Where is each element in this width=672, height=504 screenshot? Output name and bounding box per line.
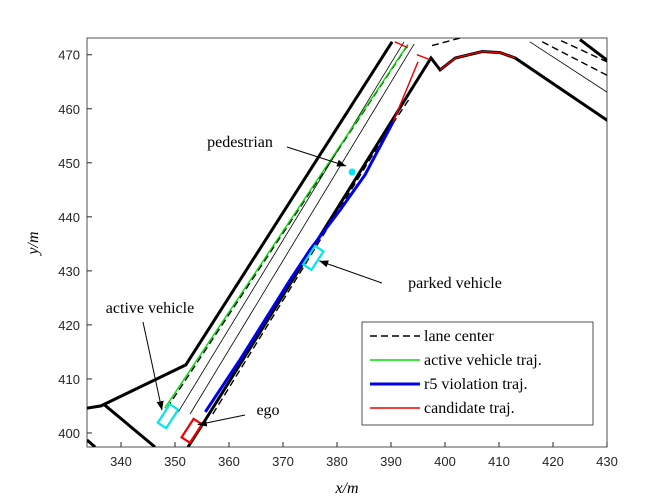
x-tick-label: 390: [380, 454, 402, 469]
legend-label: candidate traj.: [424, 400, 515, 417]
y-tick-label: 460: [58, 102, 80, 117]
y-tick-label: 400: [58, 426, 80, 441]
object-box: [180, 417, 204, 445]
x-tick-label: 350: [164, 454, 186, 469]
y-tick-label: 450: [58, 156, 80, 171]
annotation-text: active vehicle: [106, 300, 194, 317]
road-edge: [579, 38, 607, 63]
legend-label: lane center: [424, 328, 494, 345]
x-axis-label: x/m: [334, 480, 358, 497]
annotation-arrow: [197, 414, 246, 427]
series-line: [164, 44, 409, 409]
lane-line: [177, 41, 405, 413]
object-box: [156, 402, 180, 430]
x-tick-label: 380: [326, 454, 348, 469]
annotation-arrow: [319, 260, 383, 284]
legend-label: active vehicle traj.: [424, 352, 542, 369]
x-tick-label: 360: [218, 454, 240, 469]
annotation-text: ego: [256, 402, 279, 419]
y-tick-label: 470: [58, 48, 80, 63]
y-tick-label: 440: [58, 210, 80, 225]
series-line: [204, 120, 395, 413]
annotation-text: pedestrian: [207, 134, 273, 151]
y-axis-label: y/m: [25, 231, 42, 256]
lane-line: [189, 43, 415, 415]
object-box: [301, 244, 325, 272]
object-dot: [348, 168, 356, 176]
x-tick-label: 340: [110, 454, 132, 469]
legend-label: r5 violation traj.: [424, 376, 528, 393]
road-edge: [102, 402, 156, 447]
x-tick-label: 370: [272, 454, 294, 469]
x-tick-label: 410: [488, 454, 510, 469]
annotation-text: parked vehicle: [408, 275, 502, 292]
x-tick-label: 430: [596, 454, 618, 469]
lane-line: [529, 41, 607, 93]
x-tick-label: 420: [542, 454, 564, 469]
road-edge: [87, 40, 394, 410]
annotation-arrow: [142, 321, 164, 411]
annotation-arrow: [286, 146, 347, 167]
y-tick-label: 410: [58, 372, 80, 387]
x-tick-label: 400: [434, 454, 456, 469]
y-tick-label: 430: [58, 264, 80, 279]
road-edge: [87, 438, 97, 447]
y-tick-label: 420: [58, 318, 80, 333]
series-line: [392, 41, 516, 122]
